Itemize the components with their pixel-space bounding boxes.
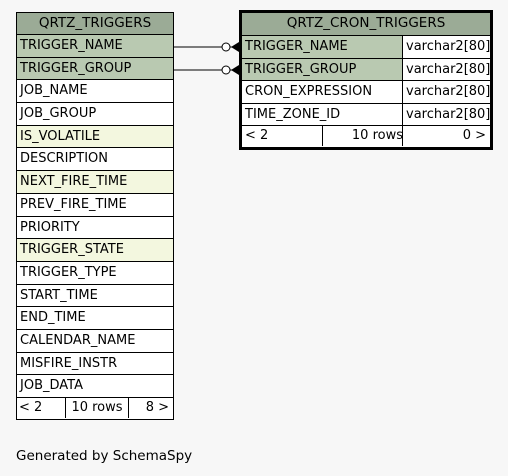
column-row[interactable]: PREV_FIRE_TIME [17, 193, 173, 217]
column-name: TIME_ZONE_ID [245, 106, 341, 122]
column-name: JOB_DATA [20, 378, 83, 394]
column-name: TRIGGER_TYPE [20, 264, 117, 280]
column-row[interactable]: TRIGGER_TYPE [17, 261, 173, 285]
table-footer: < 2 10 rows 8 > [17, 398, 173, 419]
link-trigger-name-crow-foot [231, 42, 239, 52]
column-row[interactable]: END_TIME [17, 307, 173, 330]
column-name: CALENDAR_NAME [20, 332, 136, 348]
column-name: PREV_FIRE_TIME [20, 196, 127, 212]
column-type: varchar2[80] [403, 81, 490, 103]
children-link[interactable]: 0 > [402, 126, 490, 146]
parents-link[interactable]: < 2 [19, 400, 43, 415]
column-name: IS_VOLATILE [20, 128, 101, 144]
column-name: START_TIME [20, 287, 98, 303]
children-link[interactable]: 8 > [145, 400, 169, 415]
column-name: DESCRIPTION [20, 151, 108, 167]
column-row[interactable]: JOB_DATA [17, 375, 173, 398]
column-row[interactable]: CALENDAR_NAME [17, 329, 173, 353]
column-type: varchar2[80] [403, 103, 490, 125]
parents-link[interactable]: < 2 [245, 128, 269, 143]
table-title[interactable]: QRTZ_TRIGGERS [17, 13, 173, 35]
link-trigger-name-optional-marker [221, 42, 231, 52]
column-row[interactable]: DESCRIPTION [17, 148, 173, 172]
table-footer: < 2 10 rows 0 > [242, 126, 490, 147]
column-row[interactable]: START_TIME [17, 284, 173, 308]
column-divider [402, 81, 403, 103]
column-name: MISFIRE_INSTR [20, 355, 118, 371]
column-name: PRIORITY [20, 219, 80, 235]
column-row[interactable]: NEXT_FIRE_TIME [17, 171, 173, 194]
column-row[interactable]: JOB_GROUP [17, 103, 173, 126]
column-name: END_TIME [20, 310, 86, 326]
column-row[interactable]: CRON_EXPRESSION varchar2[80] [242, 81, 490, 104]
column-name: TRIGGER_STATE [20, 242, 124, 258]
column-name: NEXT_FIRE_TIME [20, 174, 128, 190]
column-row[interactable]: TRIGGER_STATE [17, 239, 173, 262]
column-name: JOB_NAME [20, 83, 88, 99]
column-row[interactable]: JOB_NAME [17, 80, 173, 104]
column-row[interactable]: TRIGGER_NAME varchar2[80] [242, 36, 490, 59]
column-row[interactable]: TRIGGER_GROUP varchar2[80] [242, 58, 490, 81]
row-count: 10 rows [322, 126, 403, 146]
column-name: TRIGGER_NAME [20, 38, 123, 53]
column-row[interactable]: MISFIRE_INSTR [17, 352, 173, 376]
column-type: varchar2[80] [403, 58, 490, 80]
column-name: JOB_GROUP [20, 106, 97, 122]
column-name: TRIGGER_GROUP [20, 60, 132, 76]
link-trigger-group-crow-foot [231, 65, 239, 75]
column-divider [402, 36, 403, 58]
table-qrtz-triggers[interactable]: QRTZ_TRIGGERS TRIGGER_NAME TRIGGER_GROUP J… [16, 12, 174, 420]
column-row[interactable]: TRIGGER_GROUP [17, 57, 173, 81]
column-name: CRON_EXPRESSION [245, 84, 373, 99]
column-type: varchar2[80] [403, 36, 490, 58]
column-divider [402, 103, 403, 125]
column-name: TRIGGER_GROUP [245, 61, 357, 77]
table-title[interactable]: QRTZ_CRON_TRIGGERS [242, 13, 490, 36]
column-row[interactable]: TRIGGER_NAME [17, 35, 173, 58]
column-row[interactable]: IS_VOLATILE [17, 125, 173, 149]
column-divider [402, 58, 403, 80]
table-qrtz-cron-triggers[interactable]: QRTZ_CRON_TRIGGERS TRIGGER_NAME varchar2[… [239, 10, 493, 150]
link-trigger-group-optional-marker [221, 65, 231, 75]
column-row[interactable]: TIME_ZONE_ID varchar2[80] [242, 103, 490, 126]
column-name: TRIGGER_NAME [245, 39, 348, 54]
row-count: 10 rows [65, 398, 129, 418]
generated-by-caption: Generated by SchemaSpy [16, 448, 193, 464]
column-row[interactable]: PRIORITY [17, 216, 173, 240]
